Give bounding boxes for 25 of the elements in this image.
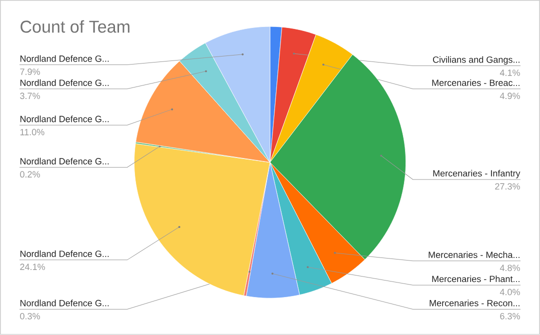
slice-label: Nordland Defence G... <box>20 158 109 165</box>
data-label: 27.3% <box>495 183 520 190</box>
slice-label: Nordland Defence G... <box>20 116 109 122</box>
slice-label: Nordland Defence G... <box>20 79 109 86</box>
slice-label: Mercenaries - Mecha... <box>428 251 520 258</box>
slice-label: Nordland Defence G... <box>20 55 109 62</box>
slice-label: Nordland Defence G... <box>20 250 109 258</box>
data-label: 4.8% <box>500 264 520 272</box>
chart-title: Count of Team <box>20 20 130 33</box>
data-label: 6.3% <box>500 313 520 320</box>
slice-label: Mercenaries - Phant... <box>432 276 520 282</box>
data-label: 4.1% <box>500 70 520 76</box>
data-label: 3.7% <box>20 92 40 100</box>
data-label: 24.1% <box>20 264 45 270</box>
slice-label: Civilians and Gangs... <box>433 56 520 65</box>
data-label: 11.0% <box>20 128 44 136</box>
slice-label: Nordland Defence G... <box>20 300 109 306</box>
data-label: 7.9% <box>20 68 40 76</box>
data-label: 0.3% <box>20 313 40 320</box>
slice-label: Mercenaries - Recon... <box>430 300 520 306</box>
data-label: 0.2% <box>20 171 40 178</box>
slice-label: Mercenaries - Breac... <box>432 79 520 86</box>
slice-label: Mercenaries - Infantry <box>433 170 520 178</box>
data-label: 4.0% <box>500 288 520 296</box>
data-label: 4.9% <box>500 92 520 100</box>
